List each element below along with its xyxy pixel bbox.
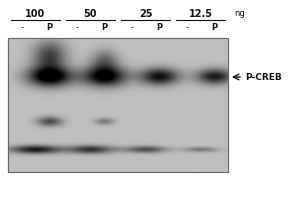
Text: P: P xyxy=(46,23,52,32)
Bar xyxy=(8,38,228,172)
Text: -: - xyxy=(185,23,188,32)
Text: 50: 50 xyxy=(84,9,97,19)
Text: P-CREB: P-CREB xyxy=(245,72,282,82)
Text: -: - xyxy=(75,23,78,32)
Text: -: - xyxy=(130,23,133,32)
Text: ng: ng xyxy=(234,9,245,19)
Text: 100: 100 xyxy=(26,9,46,19)
Bar xyxy=(8,38,228,172)
Text: -: - xyxy=(20,23,23,32)
Text: P: P xyxy=(101,23,107,32)
Text: P: P xyxy=(156,23,162,32)
Text: 25: 25 xyxy=(139,9,152,19)
Text: 12.5: 12.5 xyxy=(188,9,212,19)
Text: P: P xyxy=(211,23,217,32)
